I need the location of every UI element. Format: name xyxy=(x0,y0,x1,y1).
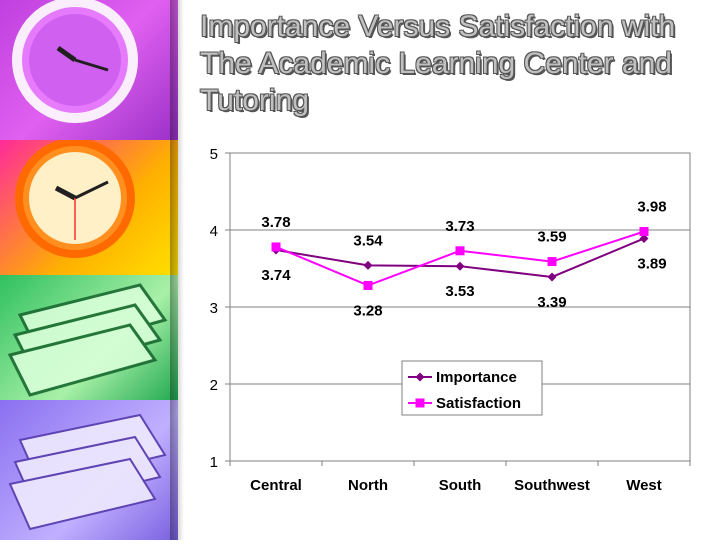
y-tick-label: 5 xyxy=(210,146,218,163)
legend-swatch-marker xyxy=(415,372,425,382)
data-point-importance xyxy=(363,260,373,270)
clock-panel-orange xyxy=(0,138,178,275)
data-point-satisfaction xyxy=(639,227,649,237)
data-label: 3.54 xyxy=(353,232,383,249)
data-point-importance xyxy=(455,261,465,271)
paper-stack-icon xyxy=(8,413,167,531)
legend-label: Importance xyxy=(436,369,517,386)
data-point-satisfaction xyxy=(455,246,465,256)
data-label: 3.74 xyxy=(261,267,291,284)
clock-panel-purple xyxy=(0,0,178,140)
data-point-satisfaction xyxy=(547,257,557,267)
legend-label: Satisfaction xyxy=(436,395,521,412)
data-point-importance xyxy=(547,272,557,282)
papers-panel-violet xyxy=(0,400,178,540)
y-tick-label: 3 xyxy=(210,300,218,317)
data-point-satisfaction xyxy=(271,242,281,252)
data-label: 3.59 xyxy=(537,229,566,246)
x-tick-label: South xyxy=(439,477,482,494)
x-tick-label: Central xyxy=(250,477,302,494)
slide-title: Importance Versus Satisfaction with The … xyxy=(200,10,676,117)
data-label: 3.39 xyxy=(537,294,566,311)
x-tick-label: North xyxy=(348,477,388,494)
paper-stack-icon xyxy=(7,283,168,397)
papers-panel-green xyxy=(0,275,178,400)
data-label: 3.89 xyxy=(637,255,666,272)
wall-clock-icon xyxy=(12,0,138,123)
y-tick-label: 4 xyxy=(210,223,218,240)
data-point-satisfaction xyxy=(363,280,373,290)
wall-clock-icon xyxy=(15,138,135,258)
legend-box xyxy=(401,360,543,416)
x-tick-label: Southwest xyxy=(514,477,590,494)
data-label: 3.73 xyxy=(445,218,474,235)
x-tick-label: West xyxy=(626,477,662,494)
data-label: 3.28 xyxy=(353,302,382,319)
data-label: 3.98 xyxy=(637,199,666,216)
sidebar-shadow xyxy=(170,0,184,540)
data-point-importance xyxy=(639,233,649,243)
decorative-sidebar xyxy=(0,0,184,540)
data-label: 3.78 xyxy=(261,214,290,231)
y-tick-label: 2 xyxy=(210,377,218,394)
legend-swatch-marker xyxy=(415,398,425,408)
y-tick-label: 1 xyxy=(210,454,218,471)
data-label: 3.53 xyxy=(445,283,474,300)
